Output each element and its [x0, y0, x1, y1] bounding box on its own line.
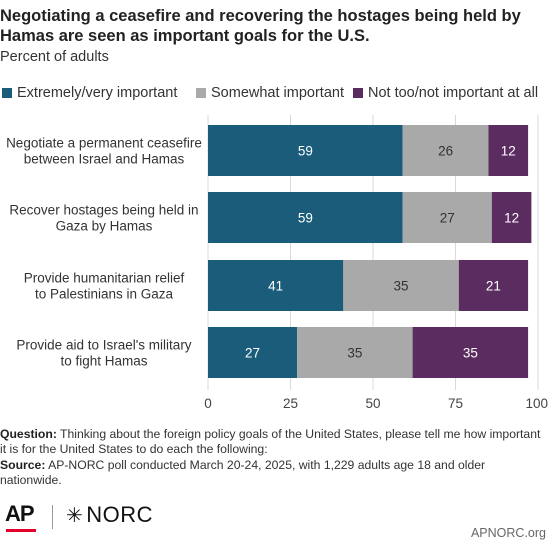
question-note: Question: Thinking about the foreign pol… — [0, 427, 548, 458]
legend-item-not-important: Not too/not important at all — [353, 85, 538, 101]
legend-label: Extremely/very important — [17, 85, 178, 101]
question-label: Question: — [0, 427, 57, 441]
ap-logo-underline — [6, 529, 36, 532]
category-label: between Israel and Hamas — [24, 152, 185, 167]
data-label: 41 — [268, 279, 283, 294]
bar-segment — [297, 327, 413, 378]
bar-segment — [208, 260, 344, 311]
category-label: to Palestinians in Gaza — [35, 287, 174, 302]
bar-segment — [208, 327, 298, 378]
category-label: Recover hostages being held in — [9, 203, 198, 218]
source-label: Source: — [0, 457, 46, 472]
data-label: 35 — [394, 279, 409, 294]
legend-swatch — [2, 88, 12, 98]
source-text: AP-NORC poll conducted March 20-24, 2025… — [0, 457, 486, 487]
data-label: 27 — [440, 211, 455, 226]
data-label: 59 — [298, 211, 313, 226]
question-text: Thinking about the foreign policy goals … — [0, 427, 541, 457]
bar-segment — [491, 192, 532, 243]
bar-chart: 59 26 12 Negotiate a permanent ceasefirebet… — [6, 115, 548, 411]
category-label: Provide humanitarian relief — [24, 271, 185, 286]
bar-segment — [208, 125, 403, 176]
chart-title: Negotiating a ceasefire and recovering t… — [0, 7, 521, 45]
bar-segment — [208, 192, 403, 243]
legend-swatch — [196, 88, 206, 98]
bar-segment — [488, 125, 529, 176]
bar-segment — [402, 192, 492, 243]
category-label: Gaza by Hamas — [56, 219, 153, 234]
footer-logos: AP ✳ NORC APNORC.org — [0, 495, 550, 540]
category-label: to fight Hamas — [60, 354, 147, 369]
data-label: 35 — [347, 346, 362, 361]
x-tick-label: 25 — [283, 396, 298, 411]
legend: Extremely/very important Somewhat import… — [0, 85, 550, 103]
site-url: APNORC.org — [470, 526, 546, 540]
legend-swatch — [353, 88, 363, 98]
data-label: 21 — [486, 279, 501, 294]
data-label: 12 — [504, 211, 519, 226]
bar-segment — [412, 327, 529, 378]
norc-logo: ✳ NORC — [66, 502, 153, 528]
ap-logo: AP — [5, 501, 35, 526]
x-tick-label: 0 — [204, 396, 212, 411]
x-tick-label: 100 — [525, 396, 548, 411]
x-tick-label: 50 — [365, 396, 380, 411]
data-label: 27 — [245, 346, 260, 361]
legend-item-somewhat: Somewhat important — [196, 85, 344, 101]
chart-subtitle: Percent of adults — [0, 49, 109, 65]
data-label: 26 — [438, 144, 453, 159]
data-label: 35 — [463, 346, 478, 361]
norc-logo-text: NORC — [86, 502, 154, 527]
footnote: Question: Thinking about the foreign pol… — [0, 427, 548, 488]
source-note: Source: AP-NORC poll conducted March 20-… — [0, 458, 548, 489]
x-tick-label: 75 — [448, 396, 463, 411]
data-label: 59 — [298, 144, 313, 159]
norc-star-icon: ✳ — [66, 504, 84, 527]
legend-item-extremely-very: Extremely/very important — [2, 85, 177, 101]
bar-segment — [458, 260, 529, 311]
bar-segment — [343, 260, 459, 311]
category-label: Provide aid to Israel's military — [16, 338, 191, 353]
data-label: 12 — [501, 144, 516, 159]
logo-divider — [52, 505, 53, 529]
bar-segment — [402, 125, 489, 176]
legend-label: Somewhat important — [211, 85, 344, 101]
legend-label: Not too/not important at all — [368, 85, 539, 101]
category-label: Negotiate a permanent ceasefire — [6, 136, 202, 151]
